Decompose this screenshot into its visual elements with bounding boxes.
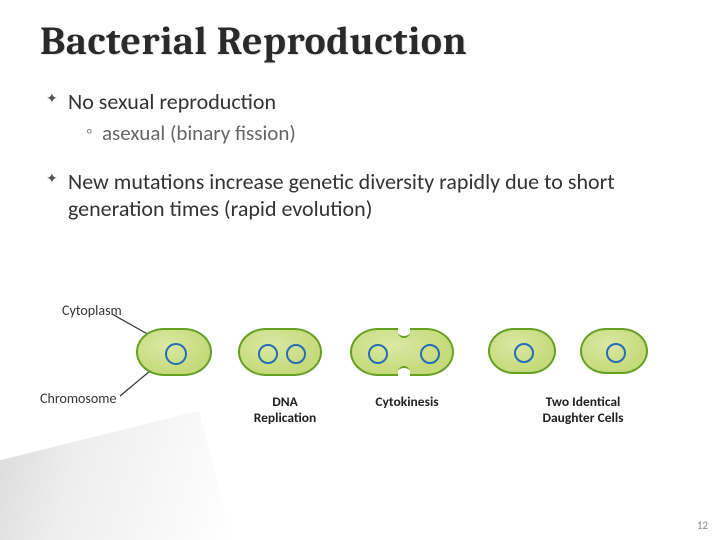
slide: Bacterial Reproduction No sexual reprodu… bbox=[0, 0, 720, 540]
slide-title: Bacterial Reproduction bbox=[40, 18, 680, 64]
bullet-text: No sexual reproduction bbox=[68, 88, 276, 115]
chromosome bbox=[514, 343, 534, 363]
bullet-item: New mutations increase genetic diversity… bbox=[46, 168, 680, 223]
cell bbox=[350, 328, 454, 376]
bullet-list: No sexual reproduction asexual (binary f… bbox=[46, 88, 680, 223]
bullet-text: New mutations increase genetic diversity… bbox=[68, 168, 615, 223]
bullet-subitem: asexual (binary fission) bbox=[86, 120, 680, 146]
diagram-caption: DNAReplication bbox=[240, 394, 330, 425]
binary-fission-diagram: Cytoplasm Chromosome DNAReplication Cytok… bbox=[40, 300, 680, 480]
label-cytoplasm: Cytoplasm bbox=[62, 302, 122, 319]
chromosome bbox=[165, 343, 187, 365]
label-chromosome: Chromosome bbox=[40, 390, 116, 407]
cell bbox=[488, 328, 556, 374]
chromosome bbox=[258, 344, 278, 364]
chromosome bbox=[286, 344, 306, 364]
bullet-item: No sexual reproduction asexual (binary f… bbox=[46, 88, 680, 146]
chromosome bbox=[368, 344, 388, 364]
cell bbox=[136, 328, 212, 376]
chromosome bbox=[606, 343, 626, 363]
diagram-caption: Cytokinesis bbox=[362, 394, 452, 410]
leader-lines bbox=[40, 300, 680, 480]
bullet-subtext: asexual (binary fission) bbox=[102, 120, 296, 146]
page-number: 12 bbox=[697, 519, 708, 532]
cell bbox=[238, 328, 322, 376]
cell bbox=[580, 328, 648, 374]
diagram-caption: Two IdenticalDaughter Cells bbox=[508, 394, 658, 425]
bullet-sublist: asexual (binary fission) bbox=[86, 120, 680, 146]
chromosome bbox=[420, 344, 440, 364]
